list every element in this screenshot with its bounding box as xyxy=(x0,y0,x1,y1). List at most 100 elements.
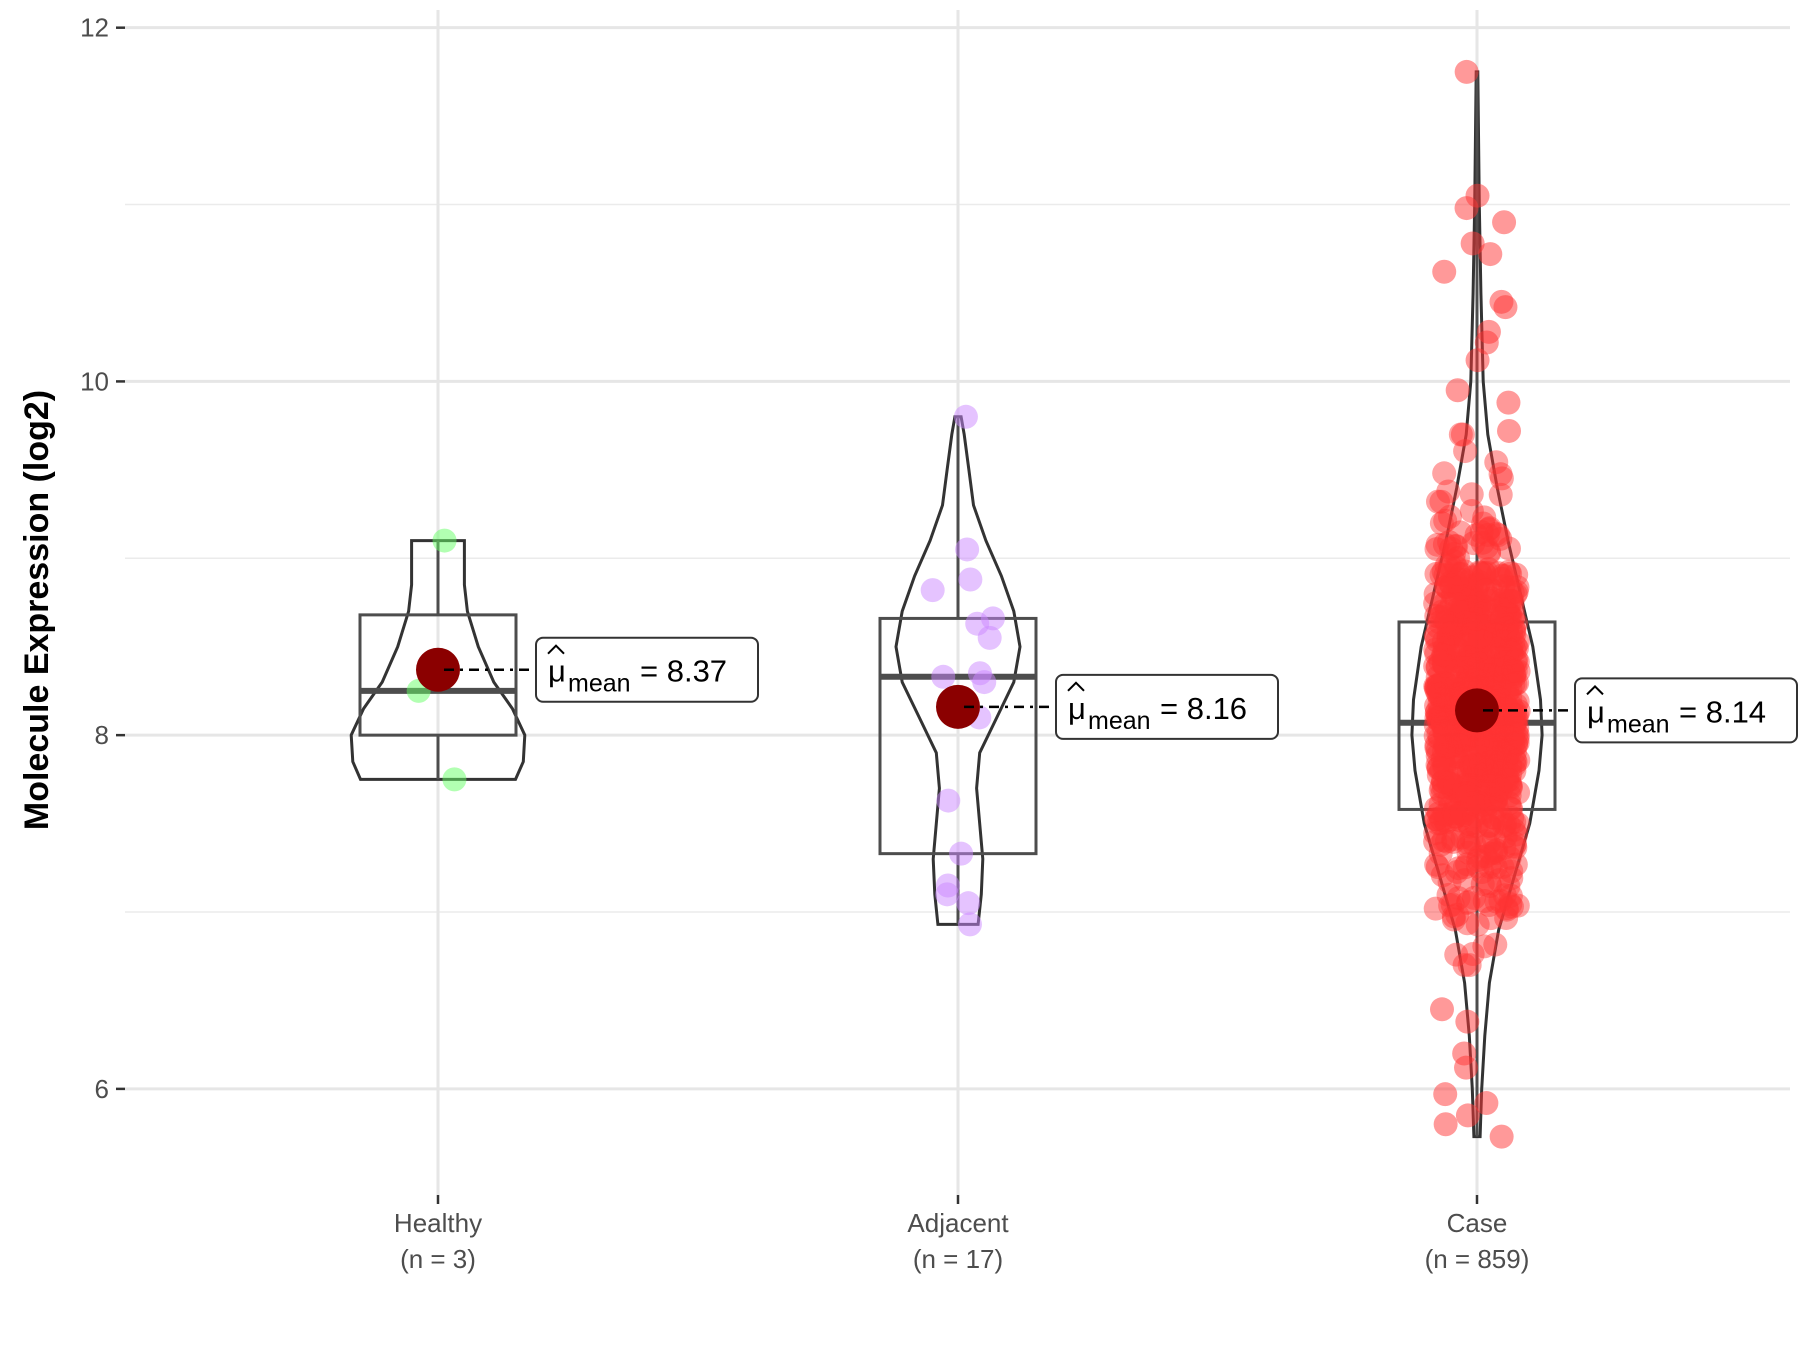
data-point xyxy=(1429,604,1454,629)
data-point xyxy=(1493,295,1518,320)
data-point xyxy=(1433,563,1458,588)
data-point xyxy=(1434,736,1459,761)
data-point xyxy=(1437,795,1462,820)
data-point xyxy=(1453,728,1478,753)
data-point xyxy=(1440,646,1465,671)
data-point xyxy=(1425,628,1450,653)
data-point xyxy=(1466,790,1491,815)
data-point xyxy=(1477,813,1502,838)
data-point xyxy=(1423,637,1448,662)
data-point xyxy=(1441,807,1466,832)
data-point xyxy=(1429,489,1454,514)
data-point xyxy=(1468,759,1493,784)
data-point xyxy=(1494,897,1519,922)
data-point xyxy=(1456,759,1481,784)
data-point xyxy=(1475,732,1500,757)
data-point xyxy=(1489,609,1514,634)
data-point xyxy=(1435,705,1460,730)
data-point xyxy=(1445,666,1470,691)
data-point xyxy=(1467,651,1492,676)
data-point xyxy=(1447,638,1472,663)
data-point xyxy=(1484,622,1509,647)
data-point xyxy=(1432,752,1457,777)
data-point xyxy=(1455,852,1480,877)
data-point xyxy=(1486,561,1511,586)
data-point xyxy=(1423,829,1448,854)
data-point xyxy=(920,578,945,603)
data-point xyxy=(1503,611,1528,636)
data-point xyxy=(1445,567,1470,592)
data-point xyxy=(1436,625,1461,650)
data-point xyxy=(1492,210,1517,235)
data-point xyxy=(1489,642,1514,667)
data-point xyxy=(1440,619,1465,644)
data-point xyxy=(1503,831,1528,856)
x-category-count: (n = 17) xyxy=(913,1244,1003,1274)
data-point xyxy=(935,882,960,907)
data-point xyxy=(1494,744,1519,769)
data-point xyxy=(1431,712,1456,737)
data-point xyxy=(1451,576,1476,601)
data-point xyxy=(1462,739,1487,764)
mean-value: = 8.37 xyxy=(640,654,727,689)
data-point xyxy=(1495,615,1520,640)
data-point xyxy=(1493,592,1518,617)
data-point xyxy=(1484,450,1509,475)
data-point xyxy=(1460,653,1485,678)
data-point xyxy=(1426,755,1451,780)
data-point xyxy=(1425,753,1450,778)
data-point xyxy=(1455,755,1480,780)
data-point xyxy=(1456,727,1481,752)
data-point xyxy=(1448,520,1473,545)
data-point xyxy=(1432,259,1457,284)
data-point xyxy=(1461,765,1486,790)
data-point xyxy=(1501,658,1526,683)
data-point xyxy=(1499,707,1524,732)
data-point xyxy=(1504,707,1529,732)
data-point xyxy=(1432,719,1457,744)
mean-label-box xyxy=(535,636,759,703)
data-point xyxy=(1473,668,1498,693)
data-point xyxy=(1447,614,1472,639)
data-point xyxy=(1473,829,1498,854)
data-point xyxy=(1505,649,1530,674)
data-point xyxy=(1448,422,1473,447)
data-point xyxy=(1475,792,1500,817)
data-point xyxy=(1468,561,1493,586)
data-point xyxy=(1437,553,1462,578)
data-point xyxy=(1433,714,1458,739)
data-point xyxy=(1473,746,1498,771)
data-point xyxy=(1444,534,1469,559)
data-point xyxy=(1480,761,1505,786)
data-point xyxy=(1455,649,1480,674)
data-point xyxy=(1460,791,1485,816)
data-point xyxy=(1503,672,1528,697)
data-point xyxy=(1495,721,1520,746)
data-point xyxy=(1433,684,1458,709)
data-point xyxy=(1463,656,1488,681)
data-point xyxy=(1459,482,1484,507)
data-point xyxy=(1492,883,1517,908)
data-point xyxy=(1460,231,1485,256)
data-point xyxy=(1477,539,1502,564)
data-point xyxy=(1500,580,1525,605)
data-point xyxy=(1433,719,1458,744)
data-point xyxy=(1478,770,1503,795)
data-point xyxy=(1469,751,1494,776)
data-point xyxy=(1432,461,1457,486)
data-point xyxy=(1474,616,1499,641)
data-point xyxy=(1439,573,1464,598)
data-point xyxy=(1473,844,1498,869)
data-point xyxy=(1463,641,1488,666)
data-point xyxy=(1453,632,1478,657)
data-point xyxy=(1472,561,1497,586)
data-point xyxy=(1482,763,1507,788)
data-point xyxy=(1496,390,1521,415)
data-point xyxy=(1431,775,1456,800)
data-point xyxy=(1441,904,1466,929)
data-point xyxy=(956,891,981,916)
data-point xyxy=(1504,636,1529,661)
data-point xyxy=(1500,607,1525,632)
data-point xyxy=(1456,796,1481,821)
data-point xyxy=(1461,591,1486,616)
